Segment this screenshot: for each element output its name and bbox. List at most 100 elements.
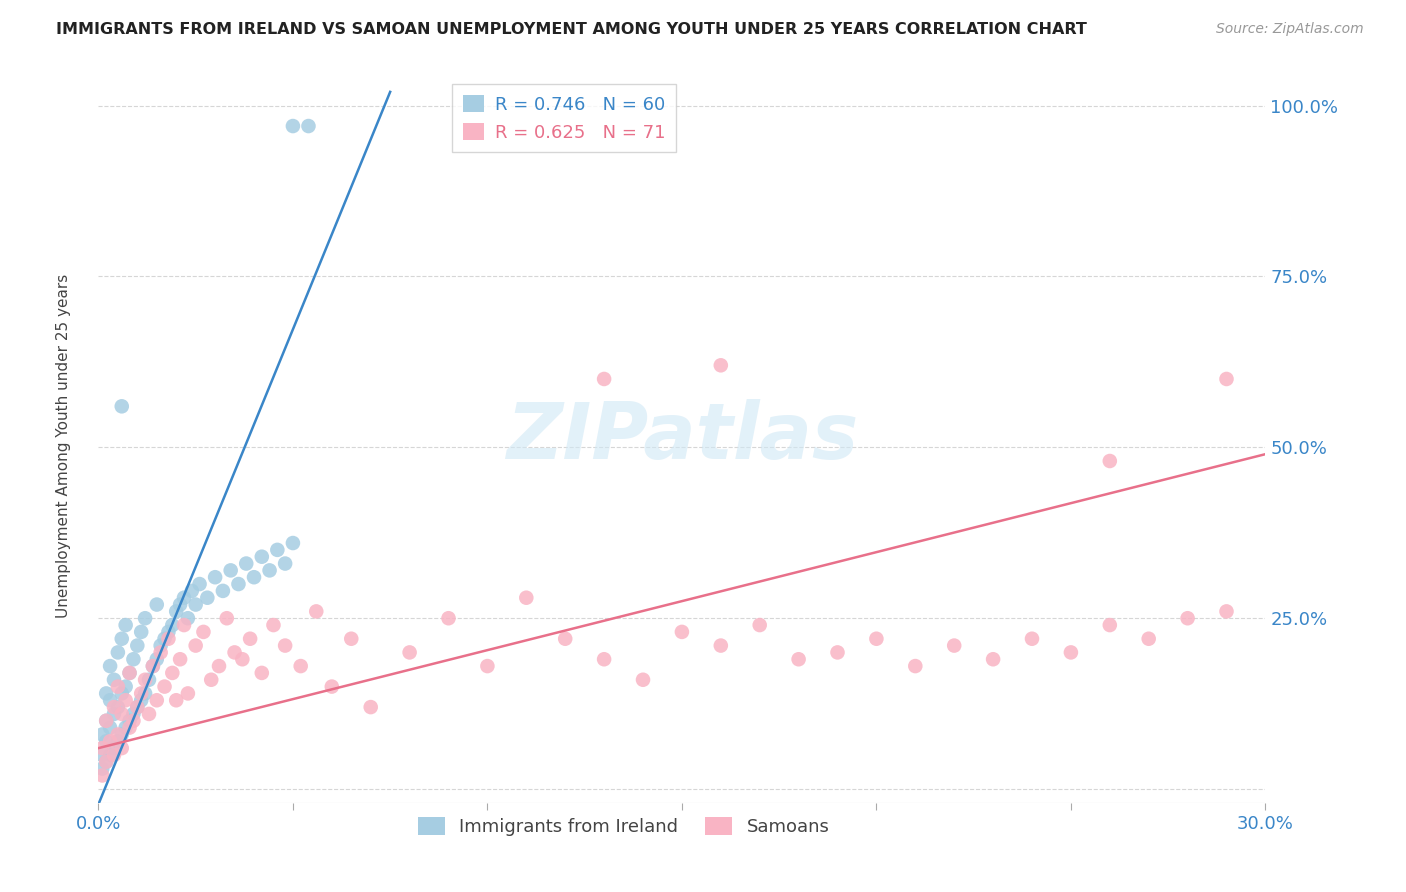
Point bbox=[98, 747, 121, 762]
Point bbox=[129, 693, 152, 707]
Point bbox=[91, 741, 114, 756]
Point bbox=[138, 673, 160, 687]
Point bbox=[981, 652, 1004, 666]
Point bbox=[107, 645, 129, 659]
Point bbox=[111, 706, 134, 721]
Point bbox=[98, 659, 121, 673]
Point bbox=[103, 747, 125, 762]
Point bbox=[96, 714, 118, 728]
Point bbox=[1137, 632, 1160, 646]
Point bbox=[215, 611, 238, 625]
Point bbox=[98, 721, 121, 735]
Point bbox=[593, 372, 616, 386]
Point bbox=[212, 583, 235, 598]
Point bbox=[631, 673, 654, 687]
Point bbox=[193, 624, 215, 639]
Point bbox=[1060, 645, 1083, 659]
Point bbox=[146, 598, 169, 612]
Text: ZIPatlas: ZIPatlas bbox=[506, 399, 858, 475]
Point bbox=[228, 577, 250, 591]
Point bbox=[134, 686, 156, 700]
Point bbox=[96, 755, 118, 769]
Point bbox=[710, 639, 733, 653]
Point bbox=[111, 632, 134, 646]
Point bbox=[118, 721, 141, 735]
Point bbox=[195, 591, 218, 605]
Point bbox=[129, 686, 152, 700]
Point bbox=[127, 700, 149, 714]
Point bbox=[146, 652, 169, 666]
Point bbox=[138, 706, 160, 721]
Point bbox=[180, 583, 202, 598]
Point bbox=[250, 665, 273, 680]
Point bbox=[321, 680, 343, 694]
Point bbox=[91, 747, 114, 762]
Point bbox=[1098, 454, 1121, 468]
Point bbox=[274, 557, 297, 571]
Point bbox=[134, 673, 156, 687]
Point bbox=[297, 119, 319, 133]
Point bbox=[153, 680, 176, 694]
Point bbox=[118, 665, 141, 680]
Point bbox=[96, 714, 118, 728]
Point bbox=[98, 734, 121, 748]
Point bbox=[593, 652, 616, 666]
Point bbox=[787, 652, 810, 666]
Point bbox=[107, 734, 129, 748]
Point bbox=[281, 119, 304, 133]
Point bbox=[98, 693, 121, 707]
Point bbox=[827, 645, 849, 659]
Point bbox=[107, 700, 129, 714]
Point bbox=[177, 611, 200, 625]
Point bbox=[184, 598, 207, 612]
Point bbox=[173, 618, 195, 632]
Point bbox=[184, 639, 207, 653]
Point bbox=[142, 659, 165, 673]
Point bbox=[157, 624, 180, 639]
Point bbox=[165, 604, 187, 618]
Point bbox=[200, 673, 222, 687]
Text: Unemployment Among Youth under 25 years: Unemployment Among Youth under 25 years bbox=[56, 274, 70, 618]
Point bbox=[177, 686, 200, 700]
Point bbox=[1098, 618, 1121, 632]
Point bbox=[515, 591, 537, 605]
Point bbox=[1177, 611, 1199, 625]
Point bbox=[122, 706, 145, 721]
Point bbox=[208, 659, 231, 673]
Point bbox=[118, 714, 141, 728]
Point bbox=[710, 359, 733, 373]
Point bbox=[169, 652, 191, 666]
Point bbox=[134, 611, 156, 625]
Point bbox=[118, 665, 141, 680]
Point bbox=[91, 762, 114, 776]
Point bbox=[340, 632, 363, 646]
Point bbox=[122, 652, 145, 666]
Point bbox=[865, 632, 887, 646]
Point bbox=[91, 727, 114, 741]
Point bbox=[162, 618, 184, 632]
Point bbox=[239, 632, 262, 646]
Point bbox=[91, 768, 114, 782]
Point bbox=[103, 673, 125, 687]
Point bbox=[111, 727, 134, 741]
Point bbox=[96, 734, 118, 748]
Point bbox=[398, 645, 420, 659]
Point bbox=[904, 659, 927, 673]
Point bbox=[146, 693, 169, 707]
Point bbox=[250, 549, 273, 564]
Point bbox=[157, 632, 180, 646]
Point bbox=[266, 542, 288, 557]
Point bbox=[114, 618, 136, 632]
Point bbox=[259, 563, 281, 577]
Point bbox=[1021, 632, 1043, 646]
Point bbox=[111, 400, 134, 414]
Point bbox=[231, 652, 253, 666]
Legend: R = 0.746   N = 60, R = 0.625   N = 71: R = 0.746 N = 60, R = 0.625 N = 71 bbox=[451, 84, 676, 153]
Point bbox=[437, 611, 460, 625]
Point bbox=[129, 624, 152, 639]
Point bbox=[305, 604, 328, 618]
Point bbox=[243, 570, 266, 584]
Point bbox=[114, 680, 136, 694]
Point bbox=[748, 618, 770, 632]
Point bbox=[153, 632, 176, 646]
